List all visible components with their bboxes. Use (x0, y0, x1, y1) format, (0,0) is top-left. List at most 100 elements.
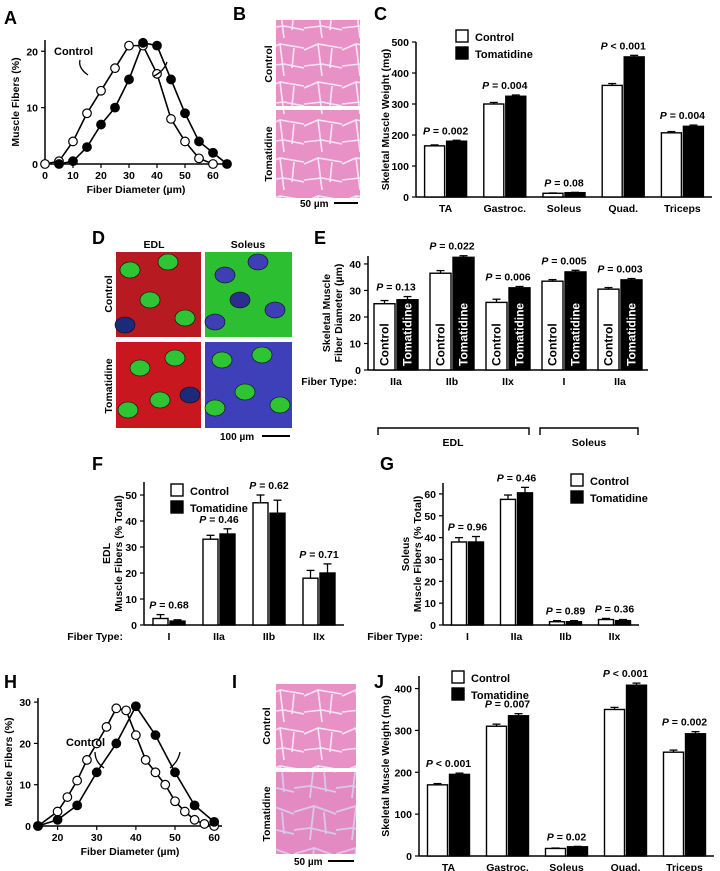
bar-tomatidine-quad (625, 684, 648, 857)
fiber-blob (204, 399, 226, 417)
p-value-label: P = 0.022 (429, 241, 474, 253)
fiber-blob (179, 386, 201, 404)
fiber-type-caption: Fiber Type: (301, 376, 357, 388)
legend-label-tomatidine: Tomatidine (471, 690, 529, 702)
p-value-label: P = 0.46 (497, 472, 537, 484)
chart-h: 20 30 40 50 60 0 10 20 30 Fiber Diameter (µm) Musc… (3, 697, 222, 858)
x-tick-label: 60 (207, 170, 219, 182)
x-tick-label: IIb (559, 631, 571, 643)
bar-tomatidine-i (169, 620, 186, 626)
x-tick-label: 40 (130, 832, 142, 844)
panel-letter-b: B (233, 4, 246, 24)
data-point-control (96, 85, 106, 96)
micrograph-b-control (276, 20, 360, 106)
panel-letter-i: I (232, 672, 237, 692)
data-point-tomatidine (72, 800, 83, 811)
bar-tomatidine-ta (445, 140, 468, 198)
x-tick-label: 40 (151, 170, 163, 182)
data-point-control (166, 114, 176, 124)
x-tick-label: IIb (263, 631, 275, 643)
bar-control-iib (252, 502, 269, 626)
panel-letter-a: A (4, 8, 17, 28)
bar-tomatidine-soleus (566, 846, 589, 857)
data-point-tomatidine (91, 767, 102, 778)
data-point-tomatidine (180, 108, 190, 119)
p-value-label: P = 0.46 (199, 514, 239, 526)
data-point-control (72, 775, 83, 786)
arrow-a-control (79, 59, 89, 76)
x-tick-label: 30 (91, 832, 103, 844)
y-tick-label: 0 (403, 192, 409, 204)
legend-swatch-tomatidine (170, 500, 184, 514)
p-value-label: P = 0.002 (662, 717, 707, 729)
data-point-tomatidine (150, 730, 161, 741)
label-d-control: Control (103, 275, 115, 312)
label-i-control: Control (261, 707, 273, 744)
p-value-label: P = 0.004 (660, 110, 705, 122)
data-point-control (40, 159, 50, 169)
bar-inner-label: Tomatidine (625, 303, 639, 366)
p-value-label: P = 0.02 (547, 831, 587, 843)
data-point-control (179, 806, 190, 817)
data-point-tomatidine (152, 40, 162, 51)
p-value-label: P = 0.96 (448, 522, 488, 534)
group-label-edl: EDL (443, 437, 465, 449)
x-tick-label: Soleus (549, 862, 584, 871)
panel-letter-h: H (4, 672, 17, 692)
data-point-control (82, 108, 92, 119)
y-tick-label: 400 (391, 68, 409, 80)
bar-control-quad (601, 84, 623, 198)
x-tick-label: 0 (42, 170, 48, 182)
fiber-blob (269, 396, 291, 414)
x-tick-label: IIa (390, 376, 402, 388)
label-d-tomatidine: Tomatidine (103, 358, 115, 413)
label-d-edl: EDL (144, 239, 166, 251)
y-tick-label: 300 (394, 725, 412, 737)
x-tick-label: 60 (208, 832, 220, 844)
x-tick-label: Triceps (664, 203, 701, 215)
legend-label-tomatidine: Tomatidine (590, 493, 648, 505)
data-point-tomatidine (52, 814, 63, 825)
data-point-control (62, 792, 73, 802)
x-tick-label: IIb (446, 376, 458, 388)
panel-d: D EDL Soleus Control Tomatidine 100 µm (92, 228, 292, 443)
x-tick-label: IIx (609, 631, 621, 643)
bar-control-iix (302, 577, 319, 626)
panel-letter-c: C (374, 4, 387, 24)
bar-tomatidine-iib (565, 621, 583, 626)
legend-swatch-tomatidine (570, 490, 584, 504)
arrow-h-tomatidine (169, 751, 181, 769)
legend-swatch-control (451, 670, 465, 684)
y-tick-label: 0 (25, 821, 31, 833)
bar-control-ta (426, 784, 449, 857)
data-point-tomatidine (110, 102, 120, 113)
bar-tomatidine-iia (516, 492, 534, 626)
x-tick-label: IIx (502, 376, 514, 388)
bar-control-triceps (660, 132, 683, 198)
data-point-control (101, 722, 112, 732)
x-tick-label: 30 (123, 170, 135, 182)
y-tick-label: 30 (424, 554, 436, 566)
bar-inner-label: Tomatidine (513, 303, 527, 366)
y-tick-label: 0 (406, 851, 412, 863)
y-tick-label: 0 (430, 620, 436, 632)
bar-inner-label: Control (434, 323, 448, 366)
y-tick-label: 200 (394, 767, 412, 779)
arrow-h-control (94, 751, 105, 769)
chart-a: 0 10 20 30 40 50 60 0 10 20 Fiber Diameter (µm) Mus… (10, 37, 232, 196)
panel-h: H 20 30 40 50 60 0 10 20 30 Fiber Diameter (µm) Mu… (3, 672, 222, 858)
p-value-label: P < 0.001 (603, 668, 648, 680)
x-tick-label: 50 (169, 832, 181, 844)
fiber-blob (119, 261, 141, 279)
p-value-label: P < 0.001 (601, 40, 646, 52)
data-point-control (150, 767, 161, 778)
fiber-blob (174, 309, 196, 327)
chart-e: 0 10 20 30 40 Skeletal Muscle Fiber Diameter (… (301, 241, 648, 449)
fiber-blob (214, 266, 236, 284)
fiber-blob (234, 383, 256, 401)
y-tick-label: 30 (349, 285, 361, 297)
bar-tomatidine-iix (319, 572, 336, 626)
fiber-type-caption: Fiber Type: (367, 631, 423, 643)
group-label-soleus: Soleus (572, 437, 607, 449)
